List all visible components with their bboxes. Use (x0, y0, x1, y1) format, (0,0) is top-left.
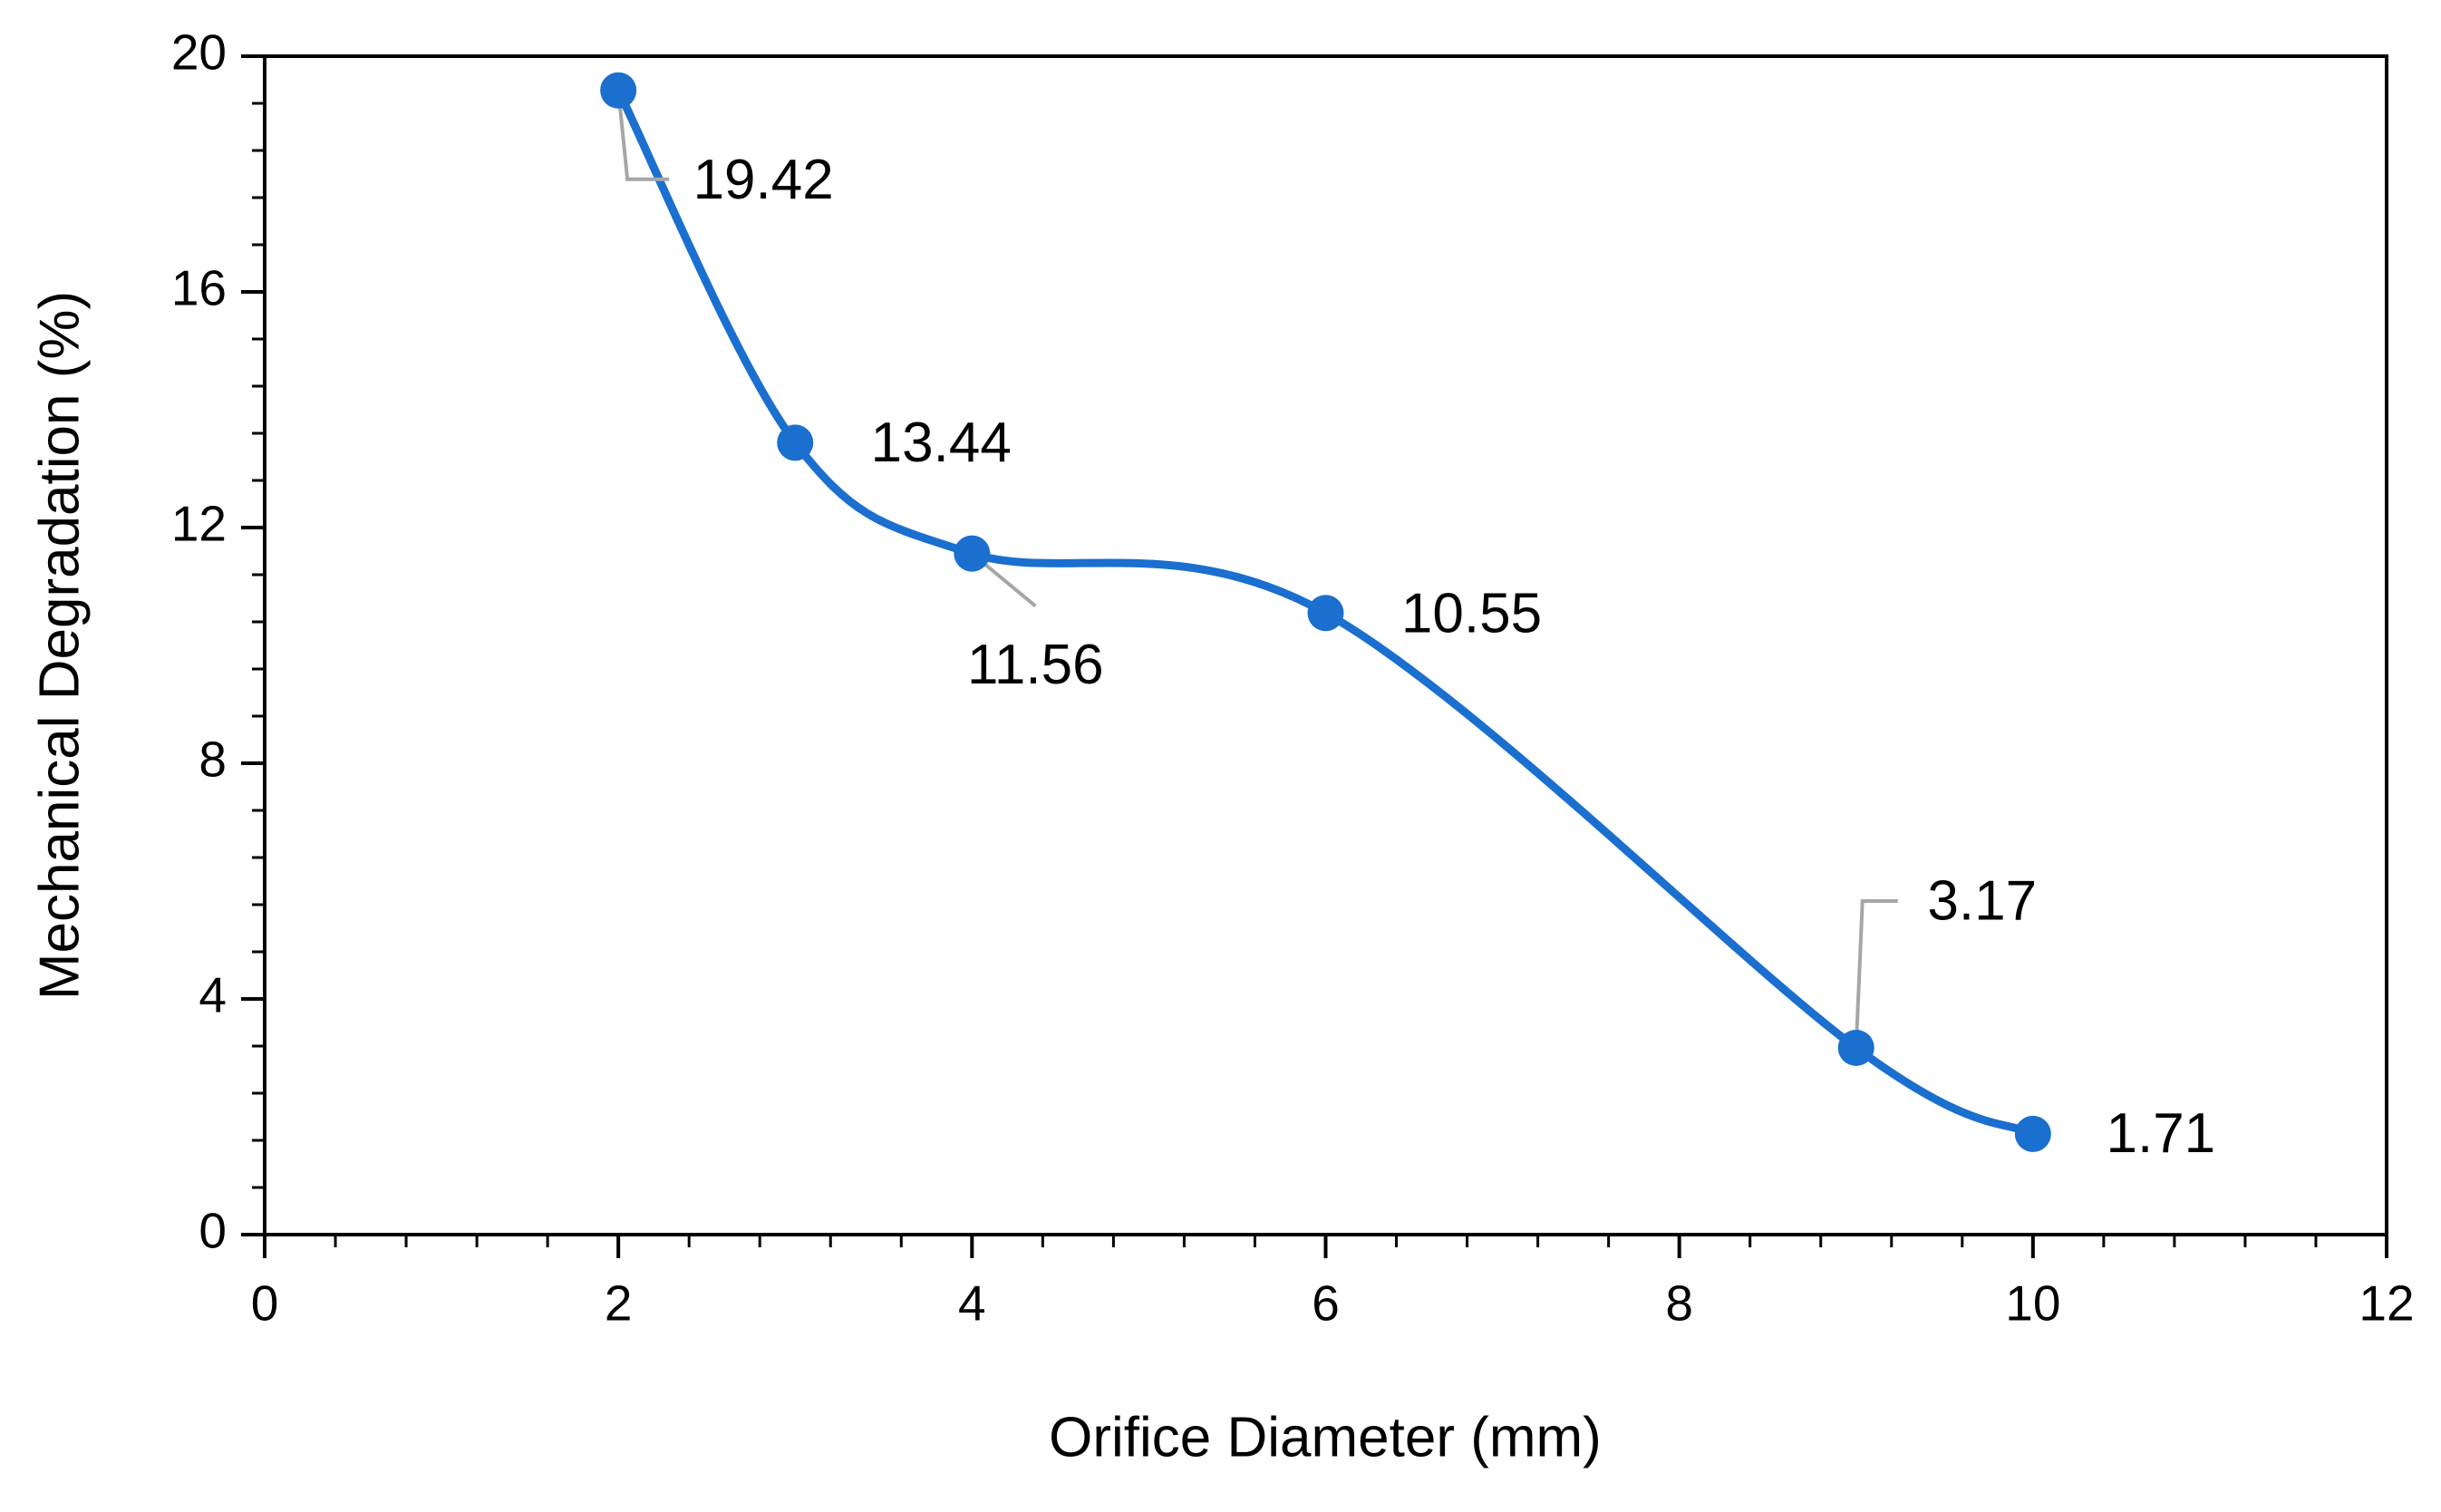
data-label: 3.17 (1927, 869, 2037, 932)
data-label: 1.71 (2106, 1102, 2215, 1165)
marker (1307, 595, 1344, 632)
data-label: 19.42 (693, 149, 834, 211)
y-tick-label: 16 (171, 260, 227, 316)
y-tick-label: 4 (199, 967, 227, 1023)
x-axis-title: Orifice Diameter (mm) (1049, 1406, 1602, 1468)
data-label: 11.56 (967, 634, 1104, 696)
marker (777, 424, 814, 461)
y-axis-title: Mechanical Degradation (%) (28, 291, 91, 1000)
y-tick-label: 8 (199, 732, 227, 788)
marker (954, 535, 991, 572)
x-tick-label: 6 (1312, 1275, 1340, 1332)
y-tick-label: 12 (171, 496, 227, 552)
x-tick-label: 12 (2359, 1275, 2414, 1332)
y-tick-label: 20 (171, 24, 227, 81)
leader-line (616, 90, 670, 181)
plot-frame (263, 54, 2388, 1236)
leader-line (1854, 898, 1898, 1049)
x-tick-label: 4 (958, 1275, 986, 1332)
data-label: 13.44 (871, 412, 1012, 474)
y-tick-label: 0 (199, 1203, 227, 1259)
marker (1837, 1029, 1874, 1066)
marker (600, 72, 637, 109)
x-tick-label: 8 (1665, 1275, 1693, 1332)
marker (2014, 1115, 2051, 1152)
data-label: 10.55 (1401, 583, 1542, 645)
x-tick-label: 2 (605, 1275, 633, 1332)
x-tick-label: 10 (2005, 1275, 2060, 1332)
x-tick-label: 0 (251, 1275, 279, 1332)
